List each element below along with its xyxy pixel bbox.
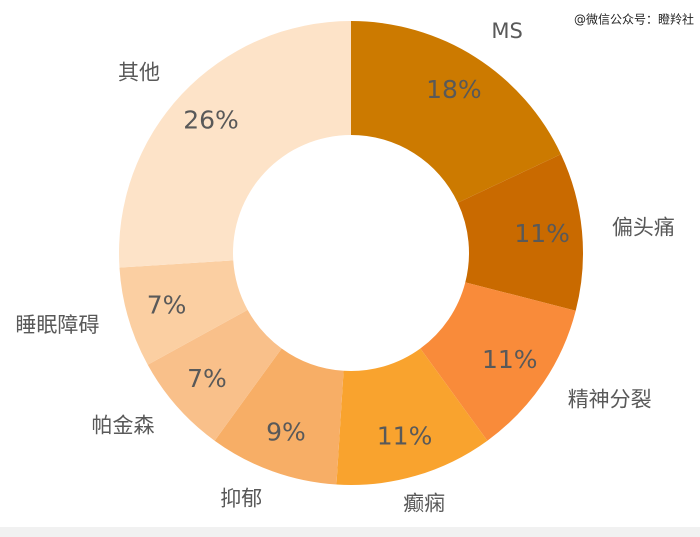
- value-label: 26%: [183, 106, 239, 135]
- category-label: 帕金森: [91, 413, 154, 437]
- donut-slice: [336, 348, 488, 485]
- value-label: 11%: [482, 345, 538, 374]
- donut-slice: [147, 309, 282, 441]
- donut-slice: [420, 282, 576, 441]
- value-label: 11%: [377, 421, 433, 450]
- donut-slice: [119, 21, 352, 268]
- value-label: 9%: [266, 418, 306, 447]
- category-label: 精神分裂: [568, 387, 652, 411]
- value-label: 7%: [147, 291, 187, 320]
- category-label: 偏头痛: [612, 215, 675, 239]
- donut-slice: [214, 348, 344, 485]
- value-label: 7%: [187, 364, 227, 393]
- donut-slice: [457, 154, 583, 311]
- donut-slice: [119, 260, 248, 365]
- value-label: 18%: [426, 75, 482, 104]
- category-label: 其他: [118, 61, 160, 85]
- category-label: 抑郁: [220, 487, 262, 511]
- category-label: 癫痫: [403, 492, 445, 516]
- value-label: 11%: [514, 219, 570, 248]
- watermark: @微信公众号：瞪羚社: [574, 12, 694, 27]
- category-label: MS: [491, 19, 522, 43]
- donut-slice: [351, 21, 561, 203]
- bottom-strip: [0, 527, 700, 537]
- category-label: 睡眠障碍: [15, 313, 99, 337]
